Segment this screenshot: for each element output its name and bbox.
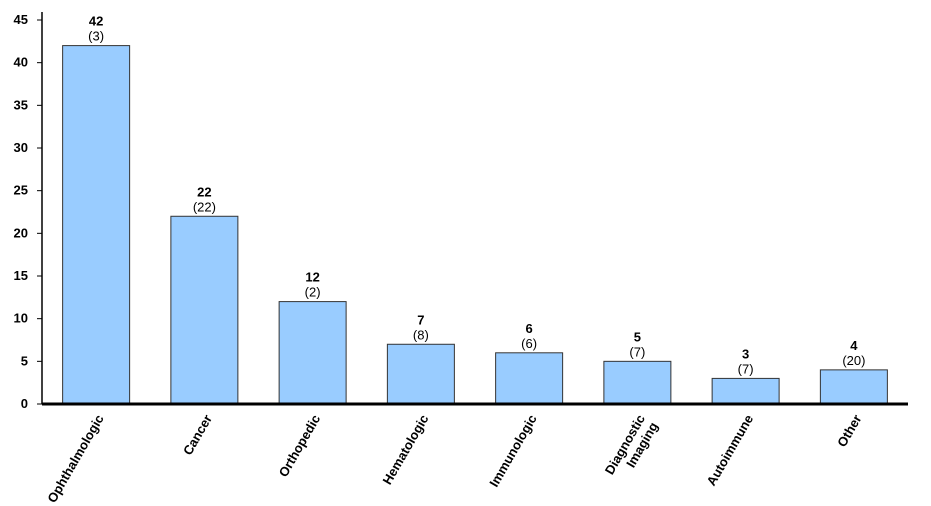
y-tick-label: 5 [21, 353, 28, 368]
x-tick-label: Cancer [180, 412, 215, 458]
x-tick-label: Autoimmune [704, 412, 757, 488]
bar-count-label: (2) [305, 285, 321, 300]
bars [62, 45, 888, 405]
bar-value-label: 5 [634, 329, 641, 344]
bar-value-label: 42 [89, 14, 103, 29]
y-tick-label: 0 [21, 396, 28, 411]
x-tick-label: Immunologic [486, 412, 539, 490]
y-tick-label: 30 [14, 140, 28, 155]
bar [603, 360, 672, 405]
y-tick-label: 20 [14, 225, 28, 240]
bar-value-label: 12 [305, 270, 319, 285]
x-tick-label: Hematologic [379, 412, 431, 487]
bar [711, 377, 780, 405]
x-tick-label: Ophthalmologic [44, 412, 106, 505]
bar-count-label: (20) [842, 353, 865, 368]
bar [495, 352, 564, 405]
x-tick-label: DiagnosticImaging [602, 412, 661, 485]
bar [819, 369, 888, 405]
bar-count-label: (3) [88, 29, 104, 44]
bar [278, 301, 347, 405]
bar-count-label: (22) [193, 199, 216, 214]
y-tick-label: 45 [14, 12, 28, 27]
bar [62, 45, 131, 405]
y-axis: 0 5 10 15 20 25 30 35 40 45 [14, 12, 43, 411]
bar-value-label: 3 [742, 346, 749, 361]
bar-value-label: 4 [850, 338, 858, 353]
y-tick-label: 15 [14, 268, 28, 283]
bar-value-label: 7 [417, 312, 424, 327]
bar-count-label: (8) [413, 327, 429, 342]
x-tick-label: Orthopedic [276, 412, 324, 480]
bar-value-label: 22 [197, 184, 211, 199]
value-labels: 42(3)22(22)12(2)7(8) 6(6) 5(7) 3(7)4(20) [88, 14, 865, 377]
x-tick-label: Other [834, 412, 864, 450]
bar-count-label: (7) [738, 361, 754, 376]
y-tick-label: 40 [14, 55, 28, 70]
y-tick-label: 10 [14, 311, 28, 326]
bar-value-label: 6 [526, 321, 533, 336]
y-tick-label: 25 [14, 183, 28, 198]
x-axis: Ophthalmologic Cancer Orthopedic Hematologi… [42, 402, 908, 505]
bar [170, 215, 239, 405]
bar-count-label: (7) [629, 344, 645, 359]
y-tick-label: 35 [14, 97, 28, 112]
bar-count-label: (6) [521, 336, 537, 351]
bar [386, 343, 455, 405]
